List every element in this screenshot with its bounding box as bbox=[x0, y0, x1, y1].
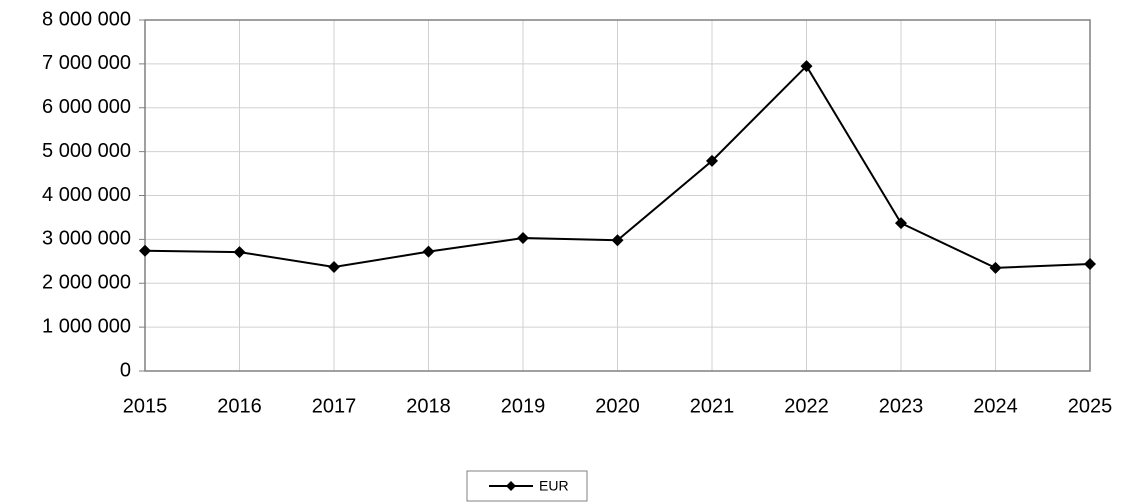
marker bbox=[422, 245, 435, 258]
x-tick-label: 2025 bbox=[1068, 395, 1113, 417]
y-tick-label: 6 000 000 bbox=[42, 96, 131, 118]
marker bbox=[233, 246, 246, 259]
marker bbox=[328, 261, 340, 274]
x-tick-label: 2015 bbox=[123, 395, 168, 417]
y-tick-label: 4 000 000 bbox=[42, 184, 131, 206]
x-tick-label: 2017 bbox=[312, 395, 357, 417]
marker bbox=[800, 60, 813, 73]
y-tick-label: 3 000 000 bbox=[42, 228, 131, 250]
x-tick-label: 2019 bbox=[501, 395, 546, 417]
legend-label: EUR bbox=[539, 478, 569, 494]
marker bbox=[1084, 257, 1096, 270]
marker bbox=[706, 154, 718, 167]
y-tick-label: 8 000 000 bbox=[42, 8, 131, 30]
marker bbox=[895, 217, 907, 230]
y-tick-label: 7 000 000 bbox=[42, 52, 131, 74]
x-tick-label: 2018 bbox=[406, 395, 451, 417]
x-tick-label: 2016 bbox=[217, 395, 262, 417]
marker bbox=[989, 261, 1002, 274]
marker bbox=[517, 232, 529, 245]
marker bbox=[611, 234, 624, 247]
y-tick-label: 2 000 000 bbox=[42, 272, 131, 294]
y-tick-label: 5 000 000 bbox=[42, 140, 131, 162]
x-tick-label: 2020 bbox=[595, 395, 640, 417]
y-tick-label: 1 000 000 bbox=[42, 315, 131, 337]
x-tick-label: 2021 bbox=[690, 395, 735, 417]
x-tick-label: 2022 bbox=[784, 395, 829, 417]
plot-border bbox=[144, 19, 1091, 372]
x-tick-label: 2023 bbox=[879, 395, 924, 417]
legend-marker bbox=[506, 481, 516, 491]
y-tick-label: 0 bbox=[120, 359, 131, 381]
marker bbox=[139, 244, 151, 257]
x-tick-label: 2024 bbox=[973, 395, 1018, 417]
